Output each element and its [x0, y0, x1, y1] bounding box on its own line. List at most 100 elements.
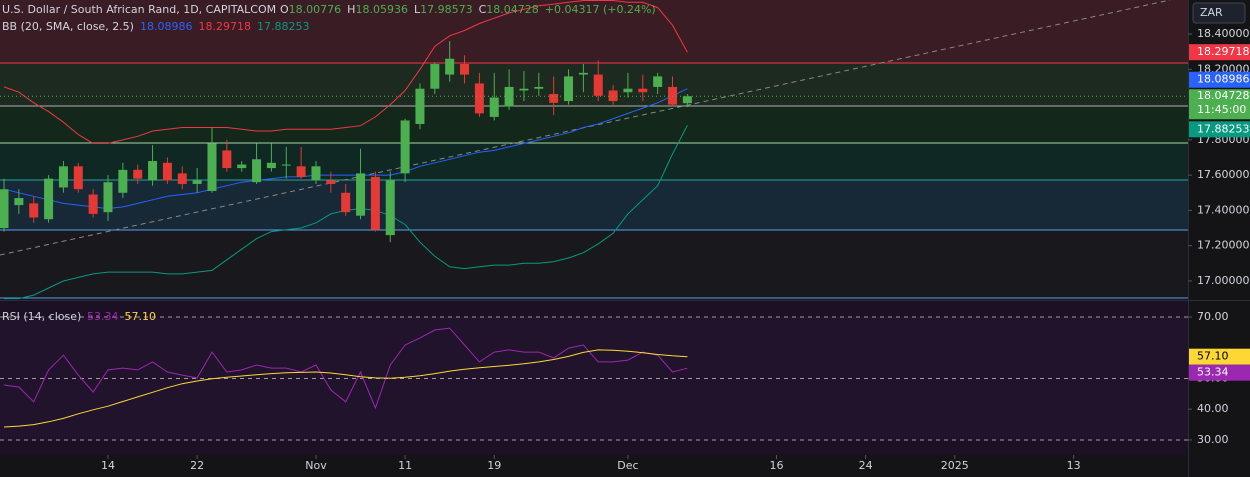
legend-value: 53.34 [87, 310, 119, 323]
candle-body [504, 86, 514, 107]
candle-body [118, 169, 128, 193]
x-tick-label: 2025 [941, 459, 969, 472]
candle-body [400, 120, 410, 174]
candle-body [638, 88, 648, 93]
candle-body [252, 159, 262, 183]
rsi-legend: 53.34 57.10 [87, 310, 156, 323]
rsi-line [3, 349, 688, 428]
candle-body [445, 58, 455, 75]
y-tick-label: 17.60000 [1197, 168, 1250, 181]
legend-value: 17.88253 [257, 20, 310, 33]
candle-body [593, 74, 603, 96]
candle-body [73, 166, 83, 190]
basis-tag-bg [1189, 71, 1250, 88]
y-tick-label: 18.40000 [1197, 27, 1250, 40]
candle-body [88, 194, 98, 214]
candle-body [385, 180, 395, 236]
candle-body [296, 166, 306, 177]
candle-body [549, 94, 559, 103]
legend-value: 18.29718 [199, 20, 252, 33]
zone [0, 143, 1188, 180]
close-tag: 18.04728 [1197, 89, 1250, 102]
candle-body [133, 169, 143, 179]
candle-body [578, 72, 588, 75]
candle-body [608, 90, 618, 102]
x-tick-label: 14 [101, 459, 115, 472]
candle-body [564, 76, 574, 102]
rsi-line [3, 327, 688, 410]
legend-value: O [280, 3, 289, 16]
close-tag-bg [1189, 89, 1250, 120]
legend-value: 18.05936 [355, 3, 408, 16]
rsi-tag-bg [1189, 364, 1250, 381]
bb-legend: 18.08986 18.29718 17.88253 [140, 20, 310, 33]
x-tick-label: 16 [770, 459, 784, 472]
x-tick-label: 13 [1067, 459, 1081, 472]
lower-tag-bg [1189, 121, 1250, 138]
candle-body [311, 166, 321, 181]
basis-tag: 18.08986 [1197, 73, 1250, 86]
candle-body [519, 88, 529, 91]
candle-body [341, 192, 351, 213]
bb-basis [3, 88, 688, 210]
upper-tag: 18.29718 [1197, 45, 1250, 58]
ohlc-legend: O18.00776 H18.05936 L17.98573 C18.04728 +0.0… [280, 3, 656, 16]
legend-value: 57.10 [125, 310, 157, 323]
candle-body [192, 180, 202, 184]
y-tick-label: 17.20000 [1197, 239, 1250, 252]
y-tick-label: 17.00000 [1197, 274, 1250, 287]
candle-body [177, 173, 187, 184]
candle-body [460, 64, 470, 75]
y-tick-label: 70.00 [1197, 310, 1229, 323]
candle-body [14, 198, 24, 206]
candle-body [415, 88, 425, 124]
candle-body [148, 161, 158, 181]
legend-value: 17.98573 [420, 3, 473, 16]
currency-button[interactable]: ZAR [1192, 2, 1246, 24]
x-tick-label: Nov [305, 459, 327, 472]
candle-body [237, 164, 247, 169]
candle-body [356, 173, 366, 216]
candle-body [682, 96, 692, 104]
rsi-ma-tag: 57.10 [1197, 350, 1229, 363]
candle-body [222, 150, 232, 169]
candle-body [266, 162, 276, 169]
legend-value: 18.08986 [140, 20, 193, 33]
candle-body [207, 143, 217, 192]
candle-body [653, 76, 663, 87]
bb-title: BB (20, SMA, close, 2.5) [2, 20, 134, 33]
candle-body [0, 189, 9, 229]
bb-upper [3, 0, 688, 144]
candle-body [44, 178, 54, 220]
upper-tag-bg [1189, 44, 1250, 61]
candle-body [534, 86, 544, 89]
x-tick-label: 22 [190, 459, 204, 472]
candle-body [29, 203, 39, 218]
legend-value: 18.04728 [486, 3, 539, 16]
symbol-title: U.S. Dollar / South African Rand, 1D, CA… [2, 3, 276, 16]
button-frame [1192, 2, 1246, 24]
candle-body [474, 83, 484, 114]
x-tick-label: 11 [398, 459, 412, 472]
zone [0, 230, 1188, 298]
legend-value: H [347, 3, 355, 16]
candle-body [623, 88, 633, 93]
rsi-title: RSI (14, close) [2, 310, 81, 323]
y-tick-label: 40.00 [1197, 402, 1229, 415]
y-tick-label: 17.40000 [1197, 203, 1250, 216]
candle-body [103, 182, 113, 213]
currency[interactable]: ZAR [1200, 6, 1223, 19]
candle-body [162, 162, 172, 181]
candle-body [370, 176, 380, 230]
candle-body [58, 166, 68, 188]
candle-body [281, 164, 291, 166]
lower-tag: 17.88253 [1197, 122, 1250, 135]
candle-body [326, 180, 336, 184]
countdown: 11:45:00 [1197, 103, 1246, 116]
x-tick-label: Dec [617, 459, 638, 472]
x-tick-label: 19 [487, 459, 501, 472]
legend-value: L [414, 3, 421, 16]
legend-value: 18.00776 [289, 3, 342, 16]
